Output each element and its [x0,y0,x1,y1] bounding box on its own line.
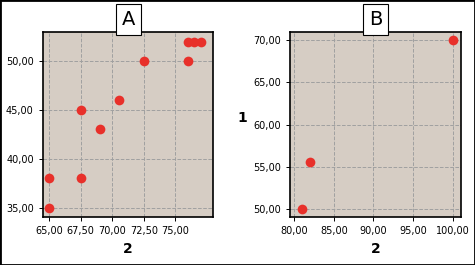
Point [77,108,85,112]
Point [45,176,53,180]
Point [449,38,456,42]
Point [140,59,148,63]
Point [96,127,104,131]
Point [190,39,198,44]
X-axis label: 2: 2 [370,242,380,256]
Title: B: B [369,10,382,29]
Y-axis label: 1: 1 [237,111,247,125]
Point [298,207,306,211]
Point [184,59,192,63]
X-axis label: 2: 2 [123,242,133,256]
Title: A: A [122,10,135,29]
Point [45,205,53,210]
Point [115,98,123,102]
Point [184,39,192,44]
Point [197,39,205,44]
Point [306,160,314,165]
Point [77,176,85,180]
